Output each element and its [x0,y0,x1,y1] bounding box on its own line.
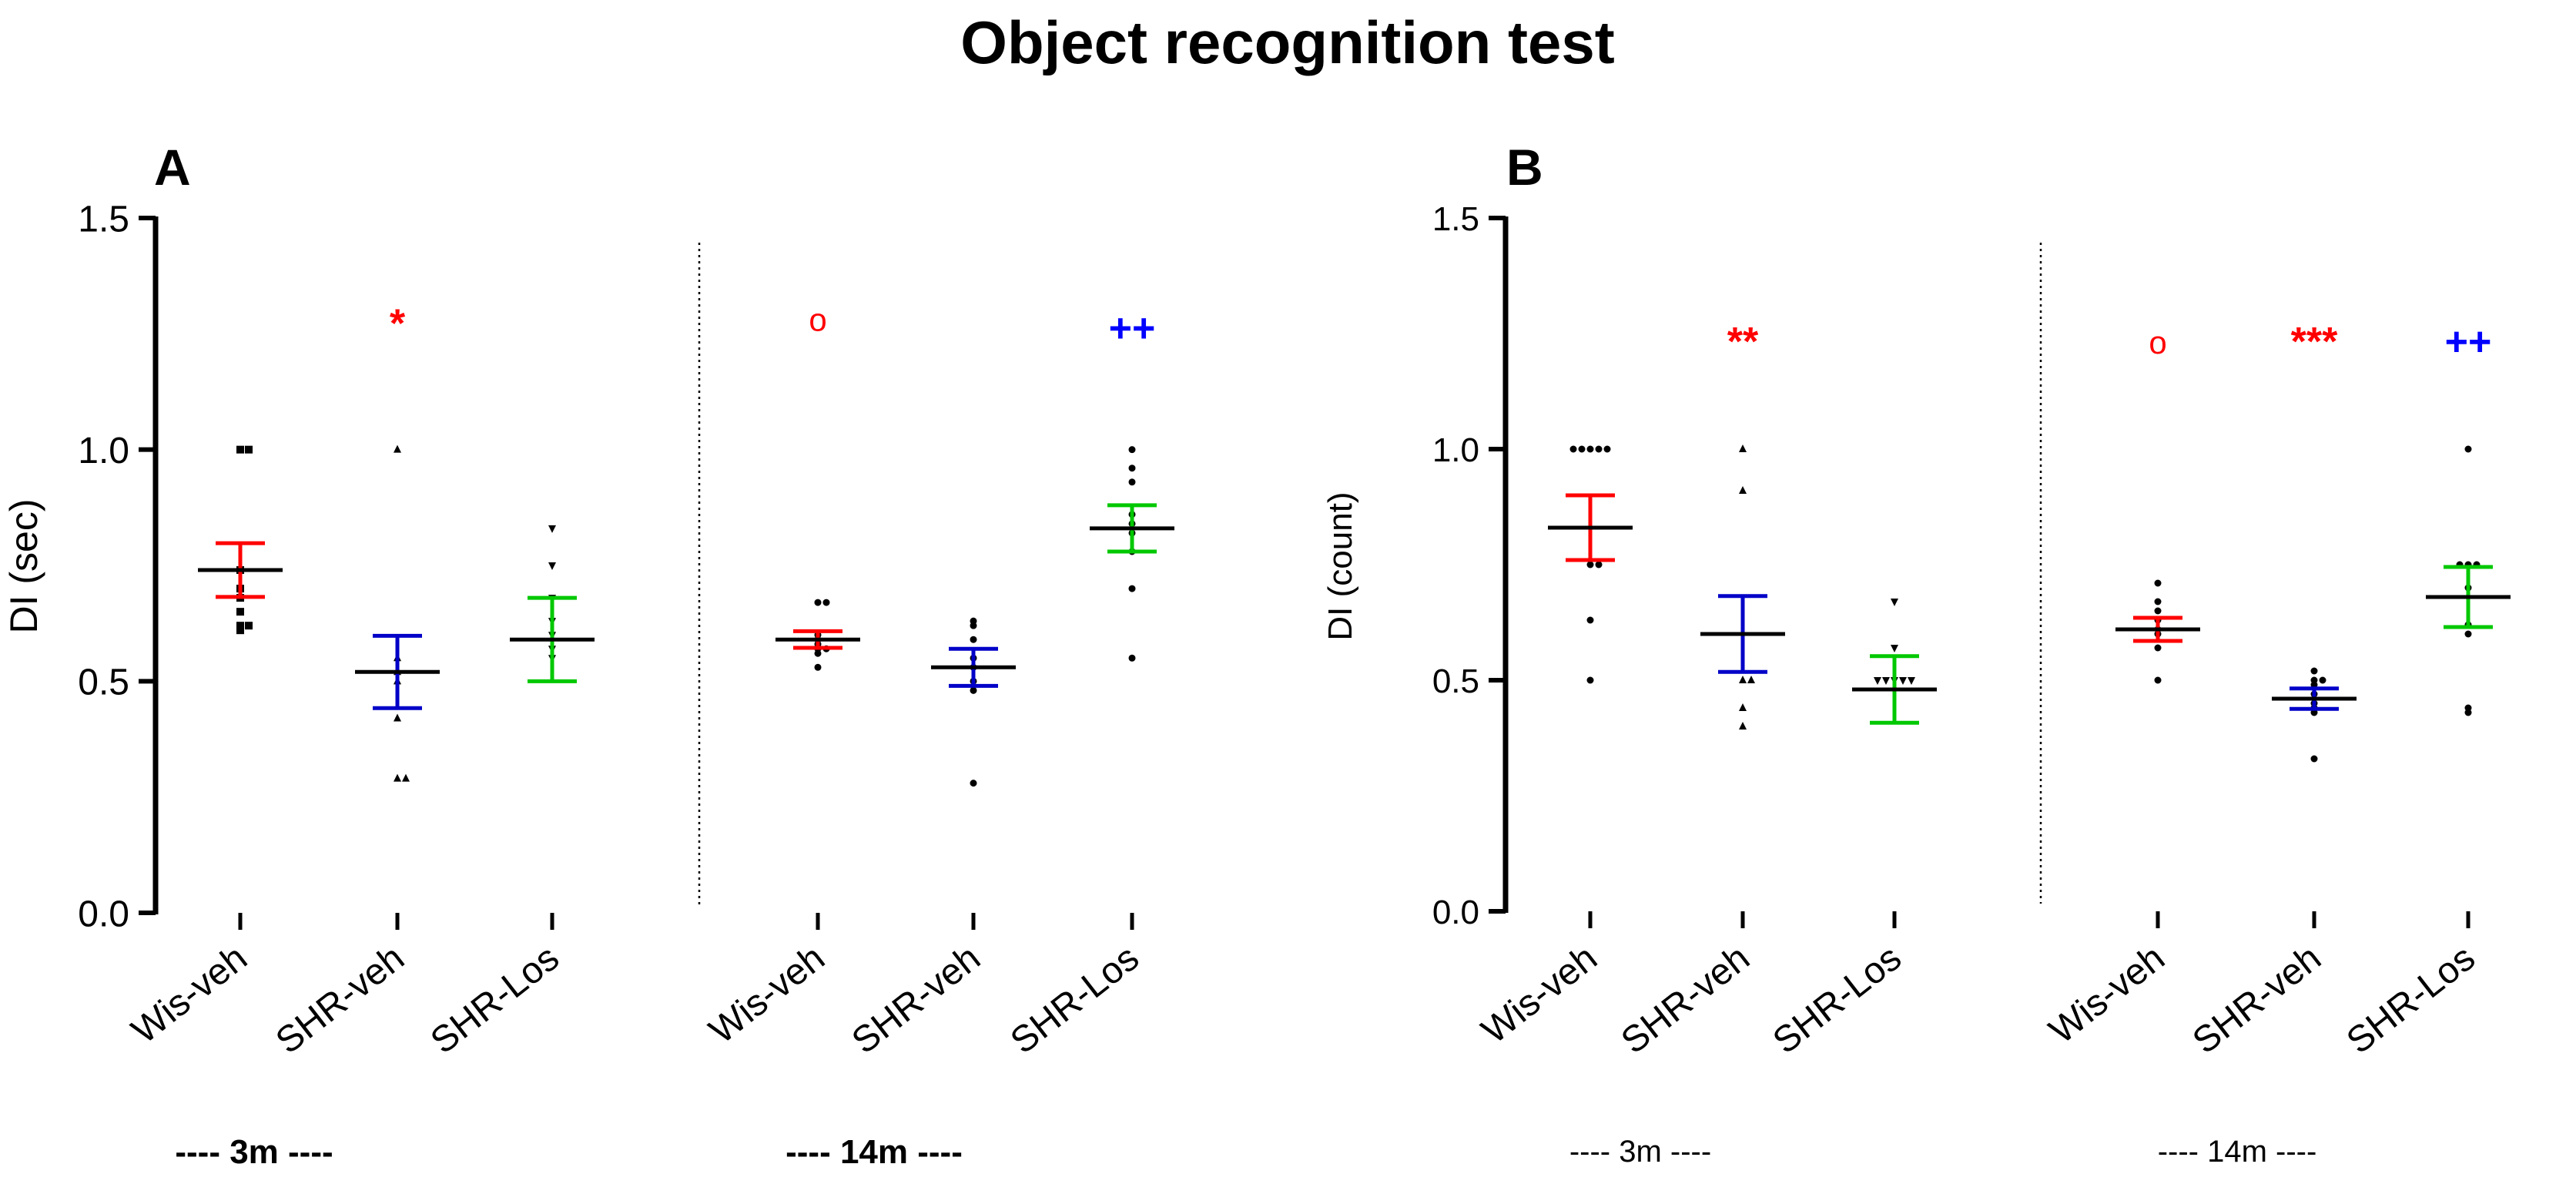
y-tick-label: 1.0 [78,431,129,471]
y-tick-label: 0.5 [1432,662,1479,700]
data-point [2310,709,2318,716]
x-category-label: SHR-veh [845,937,988,1062]
data-point [2464,630,2472,638]
x-category-label: Wis-veh [2042,937,2172,1052]
data-point [394,444,401,453]
data-point [394,713,401,722]
data-point [814,649,822,657]
data-point [1899,677,1907,685]
data-point [1739,444,1747,452]
data-point [970,686,977,694]
significance-marker: ** [1727,320,1759,364]
data-point [814,599,822,606]
y-axis-label: DI (sec) [2,499,45,634]
data-point [970,780,977,787]
data-point [1595,445,1603,453]
y-tick-label: 0.5 [78,662,129,703]
data-point [1586,445,1594,453]
data-point [822,599,830,606]
y-tick-label: 1.5 [78,199,129,240]
data-point [970,622,977,629]
data-point [236,608,244,616]
x-category-label: SHR-Los [2340,937,2483,1062]
data-point [236,622,244,630]
data-point [548,562,556,570]
data-point [2464,445,2472,453]
panel-a: A 0.0 0.5 1.0 1.5 DI (sec) ---- 3m ---- Wis-veh… [2,139,1174,1171]
data-point [1128,654,1136,662]
data-point [814,663,822,671]
data-point [2310,681,2318,689]
data-point [2310,755,2318,763]
x-category-label: Wis-veh [702,937,832,1052]
data-point [1595,561,1603,569]
significance-marker: ++ [1109,306,1156,351]
y-tick-label: 1.5 [1432,200,1479,238]
x-category-label: SHR-veh [2186,937,2329,1062]
data-point [1739,722,1747,730]
data-point [2154,598,2162,605]
panel-letter: A [154,139,191,196]
data-point [1739,703,1747,711]
group-label: ---- 14m ---- [2158,1135,2317,1169]
data-point [394,773,401,782]
significance-marker: ++ [2445,320,2492,364]
y-tick-label: 1.0 [1432,431,1479,469]
data-point [2154,607,2162,615]
data-point [1569,445,1577,453]
data-point [1908,677,1915,685]
data-point [2154,644,2162,652]
data-point [1586,676,1594,684]
significance-marker: *** [2291,320,2338,364]
data-point [2319,676,2326,684]
x-category-label: SHR-Los [1766,937,1909,1062]
data-point [1739,676,1747,683]
x-category-label: SHR-Los [1003,937,1147,1062]
data-point [1128,478,1136,486]
data-point [1128,446,1136,454]
data-point [236,626,244,635]
significance-marker: o [2149,324,2166,361]
data-point [1747,676,1755,683]
x-category-label: SHR-veh [269,937,412,1062]
significance-marker: * [390,301,406,346]
x-category-label: SHR-Los [424,937,567,1062]
panel-letter: B [1506,139,1543,196]
y-tick-label: 0.0 [1432,894,1479,931]
data-point [2464,709,2472,716]
data-point [1578,445,1586,453]
data-point [1586,561,1594,569]
data-point [1128,465,1136,472]
data-point [1128,585,1136,592]
x-category-label: SHR-veh [1614,937,1757,1062]
data-point [2154,676,2162,684]
group-label: ---- 3m ---- [1569,1135,1711,1169]
group-label: ---- 14m ---- [786,1133,963,1171]
data-point [1891,599,1898,606]
y-axis-label: DI (count) [1321,491,1359,640]
data-point [1891,645,1898,652]
x-category-label: Wis-veh [125,937,255,1052]
data-point [1603,445,1611,453]
data-point [245,445,253,454]
group-label: ---- 3m ---- [175,1133,333,1171]
data-point [2310,667,2318,675]
data-point [1882,677,1890,685]
data-point [548,525,556,533]
figure-title: Object recognition test [960,8,1614,76]
data-point [970,636,977,643]
data-point [1874,677,1881,685]
panel-b: B 0.0 0.5 1.0 1.5 DI (count) ---- 3m ---- Wis-v… [1321,139,2511,1169]
significance-marker: o [809,301,826,337]
data-point [245,622,253,630]
data-point [402,773,410,782]
data-point [236,445,244,454]
x-category-label: Wis-veh [1475,937,1605,1052]
data-point [1586,616,1594,624]
data-point [2154,579,2162,587]
y-tick-label: 0.0 [78,894,129,934]
data-point [1739,486,1747,494]
